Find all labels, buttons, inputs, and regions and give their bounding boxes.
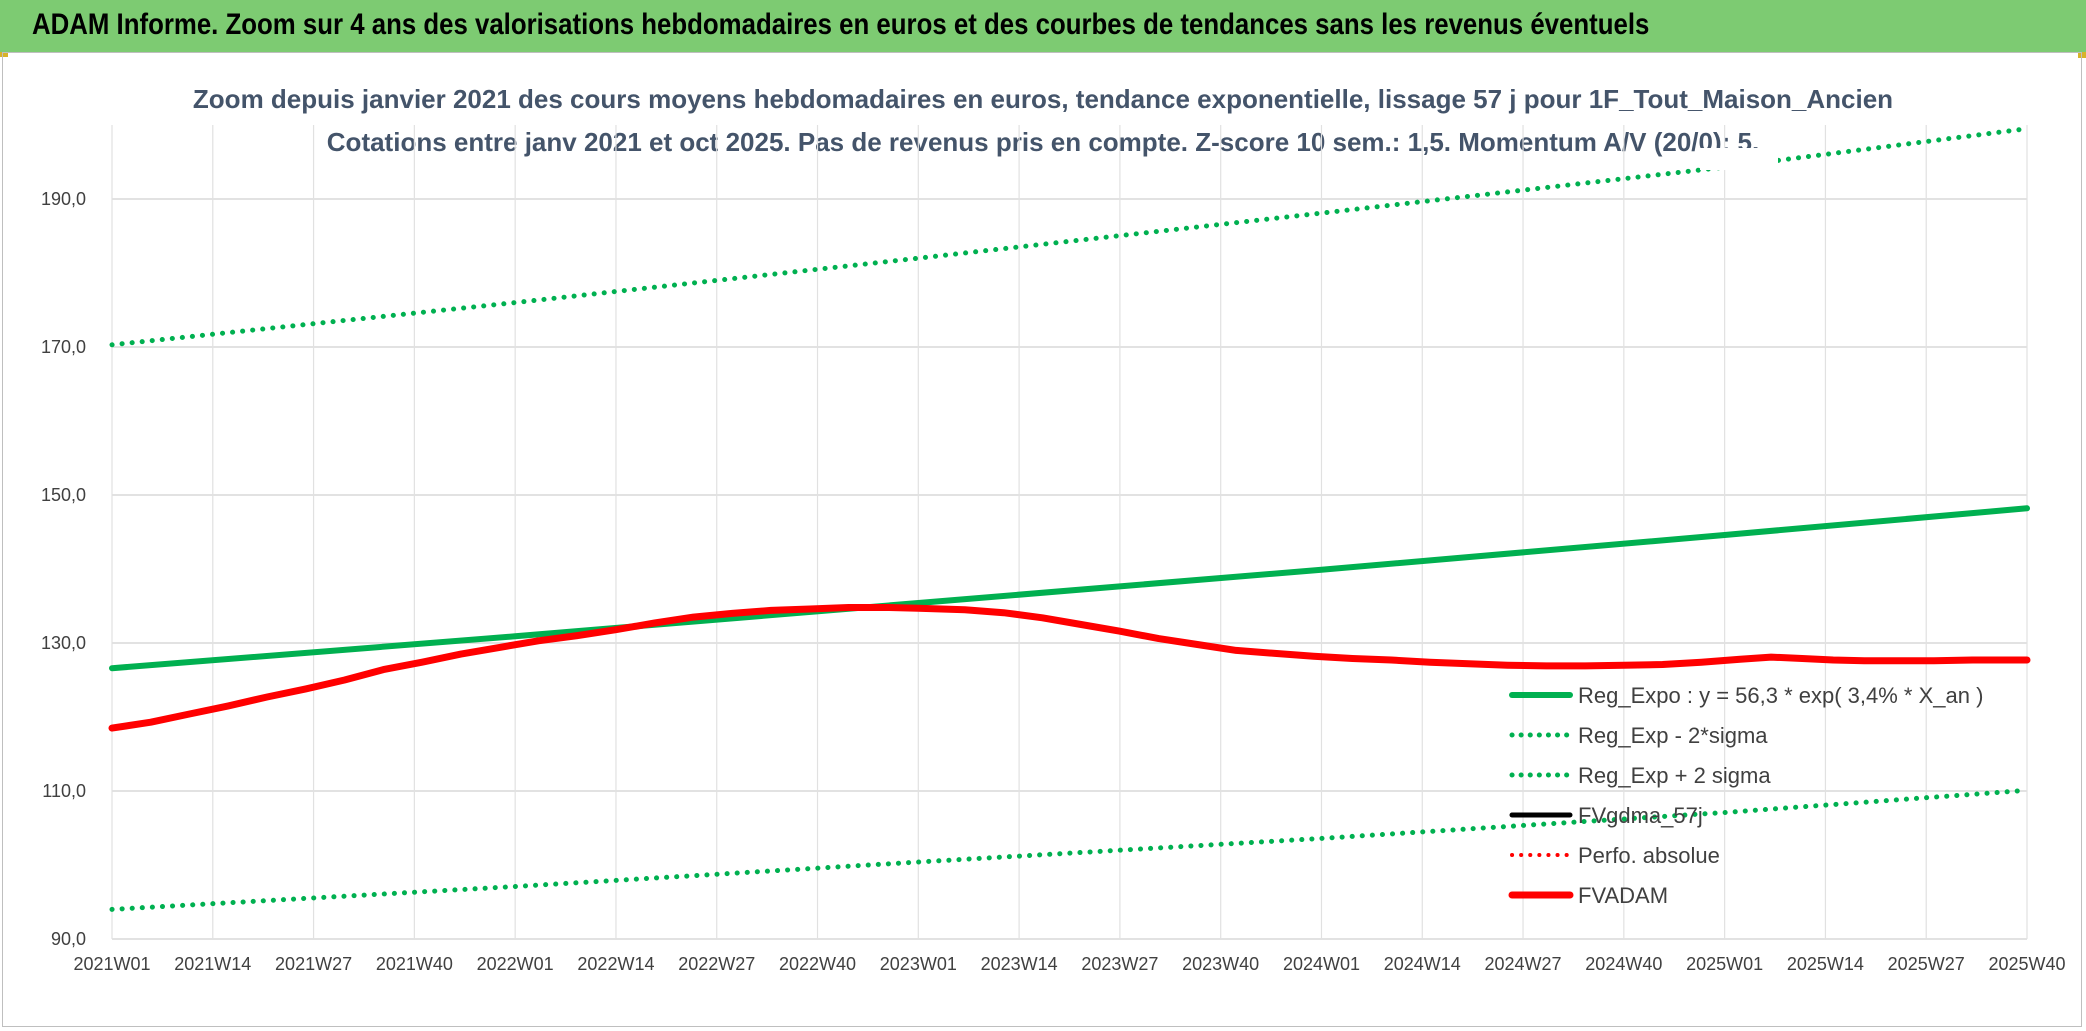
x-tick-label: 2025W40: [1988, 954, 2065, 974]
x-tick-label: 2022W14: [577, 954, 654, 974]
x-tick-label: 2022W01: [477, 954, 554, 974]
y-tick-label: 150,0: [41, 485, 86, 505]
x-tick-label: 2023W40: [1182, 954, 1259, 974]
y-axis: 90,0 110,0 130,0 150,0 170,0 190,0: [41, 189, 86, 949]
x-tick-label: 2023W01: [880, 954, 957, 974]
x-tick-label: 2025W01: [1686, 954, 1763, 974]
x-axis: 2021W01 2021W14 2021W27 2021W40 2022W01 2022W…: [73, 954, 2065, 974]
legend-label: Perfo. absolue: [1578, 843, 1720, 868]
chart-title: Zoom depuis janvier 2021 des cours moyen…: [193, 84, 1893, 114]
series-line: [109, 505, 2030, 672]
x-tick-label: 2022W27: [678, 954, 755, 974]
legend-label: Reg_Exp - 2*sigma: [1578, 723, 1768, 748]
x-tick-label: 2021W27: [275, 954, 352, 974]
y-tick-label: 90,0: [51, 929, 86, 949]
x-tick-label: 2021W40: [376, 954, 453, 974]
x-tick-label: 2025W14: [1787, 954, 1864, 974]
x-tick-label: 2024W27: [1485, 954, 1562, 974]
title-mask: [1700, 148, 1778, 170]
x-tick-label: 2023W27: [1081, 954, 1158, 974]
legend: Reg_Expo : y = 56,3 * exp( 3,4% * X_an )…: [1508, 683, 1983, 908]
legend-label: Reg_Exp + 2 sigma: [1578, 763, 1771, 788]
y-tick-label: 190,0: [41, 189, 86, 209]
x-tick-label: 2024W14: [1384, 954, 1461, 974]
report-header: ADAM Informe. Zoom sur 4 ans des valoris…: [0, 0, 2086, 52]
series-line: [109, 787, 2030, 912]
y-tick-label: 170,0: [41, 337, 86, 357]
x-tick-label: 2021W14: [174, 954, 251, 974]
y-tick-label: 110,0: [42, 781, 86, 801]
x-tick-label: 2021W01: [73, 954, 150, 974]
series-lines: [108, 126, 2031, 912]
x-tick-label: 2023W14: [981, 954, 1058, 974]
corner-accent-right: [2078, 52, 2086, 58]
chart-frame: [2, 52, 2082, 1027]
legend-label: FVADAM: [1578, 883, 1668, 908]
x-tick-label: 2024W40: [1585, 954, 1662, 974]
legend-label: Reg_Expo : y = 56,3 * exp( 3,4% * X_an ): [1578, 683, 1983, 708]
x-tick-label: 2022W40: [779, 954, 856, 974]
chart-subtitle: Cotations entre janv 2021 et oct 2025. P…: [327, 127, 1759, 157]
legend-label: FVgdma_57j: [1578, 803, 1703, 828]
series-line: [108, 604, 2031, 732]
x-tick-label: 2025W27: [1888, 954, 1965, 974]
report-title: ADAM Informe. Zoom sur 4 ans des valoris…: [32, 8, 1650, 41]
corner-accent-left: [0, 52, 8, 57]
x-tick-label: 2024W01: [1283, 954, 1360, 974]
y-tick-label: 130,0: [41, 633, 86, 653]
